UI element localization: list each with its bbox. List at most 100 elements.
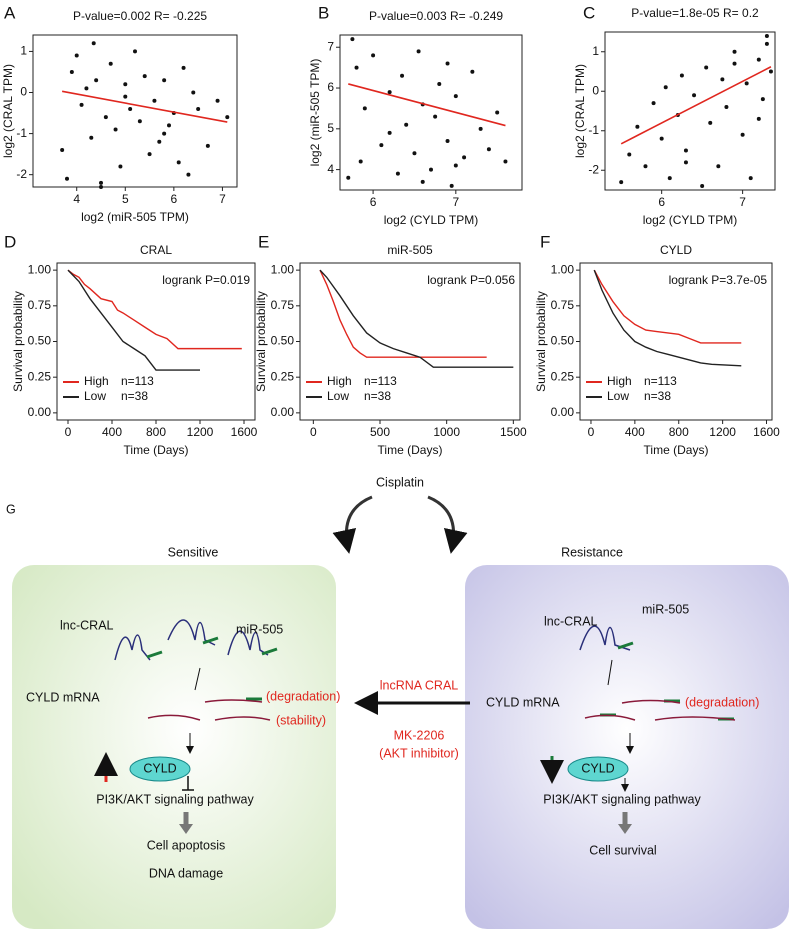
legend-n: n=113 [364, 374, 397, 388]
point [462, 155, 467, 160]
point [683, 148, 688, 153]
y-tick-label: 0.00 [551, 405, 575, 419]
panel-label: F [540, 232, 550, 251]
point [113, 127, 118, 132]
point [764, 33, 769, 38]
point [692, 93, 697, 98]
y-tick-label: 1 [592, 44, 599, 58]
point [724, 105, 729, 110]
sensitive-box [12, 565, 336, 929]
y-tick-label: 0.00 [271, 405, 295, 419]
point [445, 61, 450, 66]
point [167, 123, 171, 128]
legend-n: n=38 [644, 389, 671, 403]
x-tick-label: 800 [669, 425, 689, 439]
point [137, 119, 142, 124]
point [362, 106, 367, 111]
y-tick-label: 0.25 [551, 369, 575, 383]
point [186, 172, 191, 177]
point [225, 115, 230, 120]
label: PI3K/AKT signaling pathway [543, 792, 701, 806]
inhibit [182, 776, 194, 791]
label: miR-505 [642, 602, 689, 616]
point [732, 49, 737, 54]
x-axis-label: Time (Days) [378, 443, 443, 457]
label: CYLD mRNA [486, 695, 560, 709]
survival-curve [593, 269, 742, 344]
point [663, 85, 668, 90]
point [503, 159, 508, 164]
fit-line [61, 90, 228, 123]
x-tick-label: 0 [310, 425, 317, 439]
plot-frame [32, 34, 238, 188]
fit-line [620, 66, 772, 145]
y-tick-label: -2 [16, 167, 27, 181]
panel-label: D [4, 232, 16, 251]
y-axis-label: log2 (CRAL TPM) [573, 64, 587, 158]
x-tick-label: 1600 [753, 425, 780, 439]
label: lnc-CRAL [60, 618, 114, 632]
point [453, 163, 458, 168]
x-tick-label: 7 [452, 195, 459, 209]
point [181, 65, 186, 70]
point [433, 114, 438, 119]
panel-label: C [583, 3, 595, 22]
point [191, 90, 196, 95]
x-tick-label: 6 [658, 195, 665, 209]
point [91, 41, 96, 46]
x-tick-label: 0 [65, 425, 72, 439]
annotation: logrank P=0.056 [427, 273, 515, 287]
x-axis-label: log2 (CYLD TPM) [384, 213, 478, 227]
group-title: Resistance [561, 545, 623, 559]
point [635, 124, 640, 129]
point [449, 183, 454, 188]
y-axis-label: Survival probability [11, 291, 25, 392]
point [416, 49, 421, 54]
y-tick-label: 1.00 [551, 262, 575, 276]
point [69, 69, 74, 74]
point [486, 147, 491, 152]
point [108, 61, 113, 66]
x-axis-label: log2 (miR-505 TPM) [81, 210, 189, 224]
label: PI3K/AKT signaling pathway [96, 792, 254, 806]
x-tick-label: 400 [102, 425, 122, 439]
x-tick-label: 5 [122, 192, 129, 206]
panel-label: B [318, 3, 329, 22]
y-tick-label: 0 [592, 83, 599, 97]
chart-title: miR-505 [387, 243, 433, 257]
y-tick-label: 6 [327, 80, 334, 94]
point [196, 106, 201, 111]
point [162, 78, 167, 83]
y-tick-label: -2 [588, 162, 599, 176]
label: Cell apoptosis [147, 838, 226, 852]
x-tick-label: 0 [588, 425, 595, 439]
label: miR-505 [236, 622, 283, 636]
annotation: logrank P=3.7e-05 [669, 273, 768, 287]
x-tick-label: 400 [625, 425, 645, 439]
point [79, 102, 84, 107]
plot-frame [604, 31, 776, 191]
point [445, 139, 450, 144]
point [748, 176, 753, 181]
survival-curve [67, 269, 200, 371]
point [659, 136, 664, 141]
point [354, 65, 359, 70]
point [84, 86, 89, 91]
point [667, 176, 672, 181]
legend-n: n=38 [364, 389, 391, 403]
x-axis-label: log2 (CYLD TPM) [643, 213, 737, 227]
arrow [332, 495, 373, 554]
rna-shapes [114, 619, 631, 661]
legend-n: n=113 [644, 374, 677, 388]
label: CYLD mRNA [26, 690, 100, 704]
survival-curve [593, 269, 742, 367]
point [205, 143, 210, 148]
y-tick-label: 1 [20, 44, 27, 58]
y-tick-label: 0.25 [271, 369, 295, 383]
x-tick-label: 7 [219, 192, 226, 206]
legend-label: Low [607, 389, 629, 403]
survival-curve [67, 269, 242, 350]
x-tick-label: 1000 [433, 425, 460, 439]
y-tick-label: 5 [327, 121, 334, 135]
y-tick-label: 0.25 [28, 369, 52, 383]
